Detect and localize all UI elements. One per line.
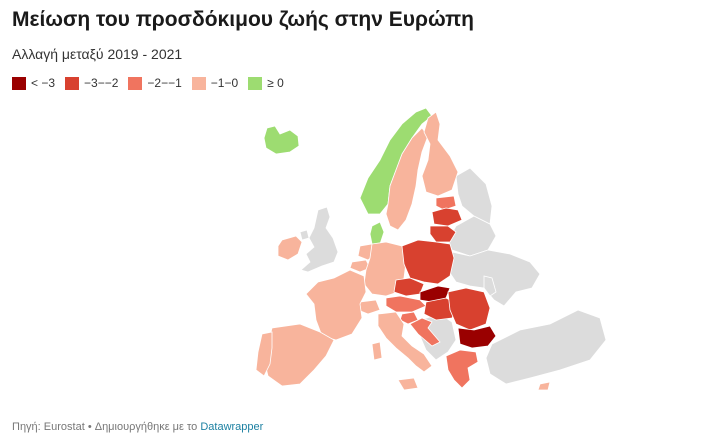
region-bulgaria[interactable] [457, 325, 497, 349]
footer-source-text: Πηγή: Eurostat • Δημιουργήθηκε με το [12, 421, 201, 433]
legend-item-minus2-minus1: −2−−1 [128, 76, 182, 90]
region-italy[interactable] [377, 311, 433, 373]
region-sicily[interactable] [397, 377, 419, 391]
region-france[interactable] [305, 269, 367, 341]
region-portugal[interactable] [255, 331, 273, 377]
data-regions [255, 107, 551, 391]
region-denmark[interactable] [369, 221, 385, 245]
region-sardinia[interactable] [371, 341, 383, 361]
region-ukraine[interactable] [447, 249, 541, 307]
region-croatia[interactable] [409, 317, 441, 347]
region-estonia[interactable] [435, 195, 457, 211]
nodata-regions [299, 167, 607, 385]
region-moldova[interactable] [483, 275, 497, 297]
legend-swatch [191, 76, 206, 90]
map-subtitle: Αλλαγή μεταξύ 2019 - 2021 [12, 46, 183, 62]
region-poland[interactable] [401, 239, 455, 285]
legend-label: −1−0 [210, 76, 239, 90]
region-austria[interactable] [385, 295, 427, 313]
region-ireland[interactable] [277, 235, 303, 261]
legend-label: ≥ 0 [267, 76, 284, 90]
footer-source: Πηγή: Eurostat • Δημιουργήθηκε με το Dat… [12, 421, 263, 433]
legend: < −3 −3−−2 −2−−1 −1−0 ≥ 0 [12, 76, 284, 90]
region-norway[interactable] [359, 107, 433, 215]
region-belgium[interactable] [349, 259, 371, 273]
region-russia-west[interactable] [455, 167, 493, 225]
legend-swatch [12, 76, 26, 90]
datawrapper-link[interactable]: Datawrapper [200, 421, 264, 433]
region-iceland[interactable] [263, 125, 300, 155]
legend-label: −3−−2 [84, 76, 119, 90]
legend-label: < −3 [31, 76, 56, 90]
legend-item-minus1-0: −1−0 [191, 76, 239, 90]
region-romania[interactable] [447, 287, 491, 331]
legend-item-gte-0: ≥ 0 [248, 76, 284, 90]
legend-label: −2−−1 [147, 76, 182, 90]
legend-swatch [65, 76, 80, 90]
region-cyprus[interactable] [537, 381, 551, 391]
legend-item-lt-minus3: < −3 [12, 76, 55, 90]
legend-swatch [128, 76, 143, 90]
region-turkey[interactable] [485, 309, 607, 385]
region-united-kingdom[interactable] [300, 206, 339, 273]
region-latvia[interactable] [431, 207, 463, 227]
map-title: Μείωση του προσδόκιμου ζωής στην Ευρώπη [12, 8, 475, 31]
region-lithuania[interactable] [429, 225, 457, 243]
legend-item-minus3-minus2: −3−−2 [65, 76, 118, 90]
region-finland[interactable] [421, 111, 459, 197]
region-greece[interactable] [445, 349, 479, 389]
region-sweden[interactable] [385, 127, 429, 231]
legend-swatch [248, 76, 263, 90]
region-northern-ireland[interactable] [299, 229, 310, 241]
